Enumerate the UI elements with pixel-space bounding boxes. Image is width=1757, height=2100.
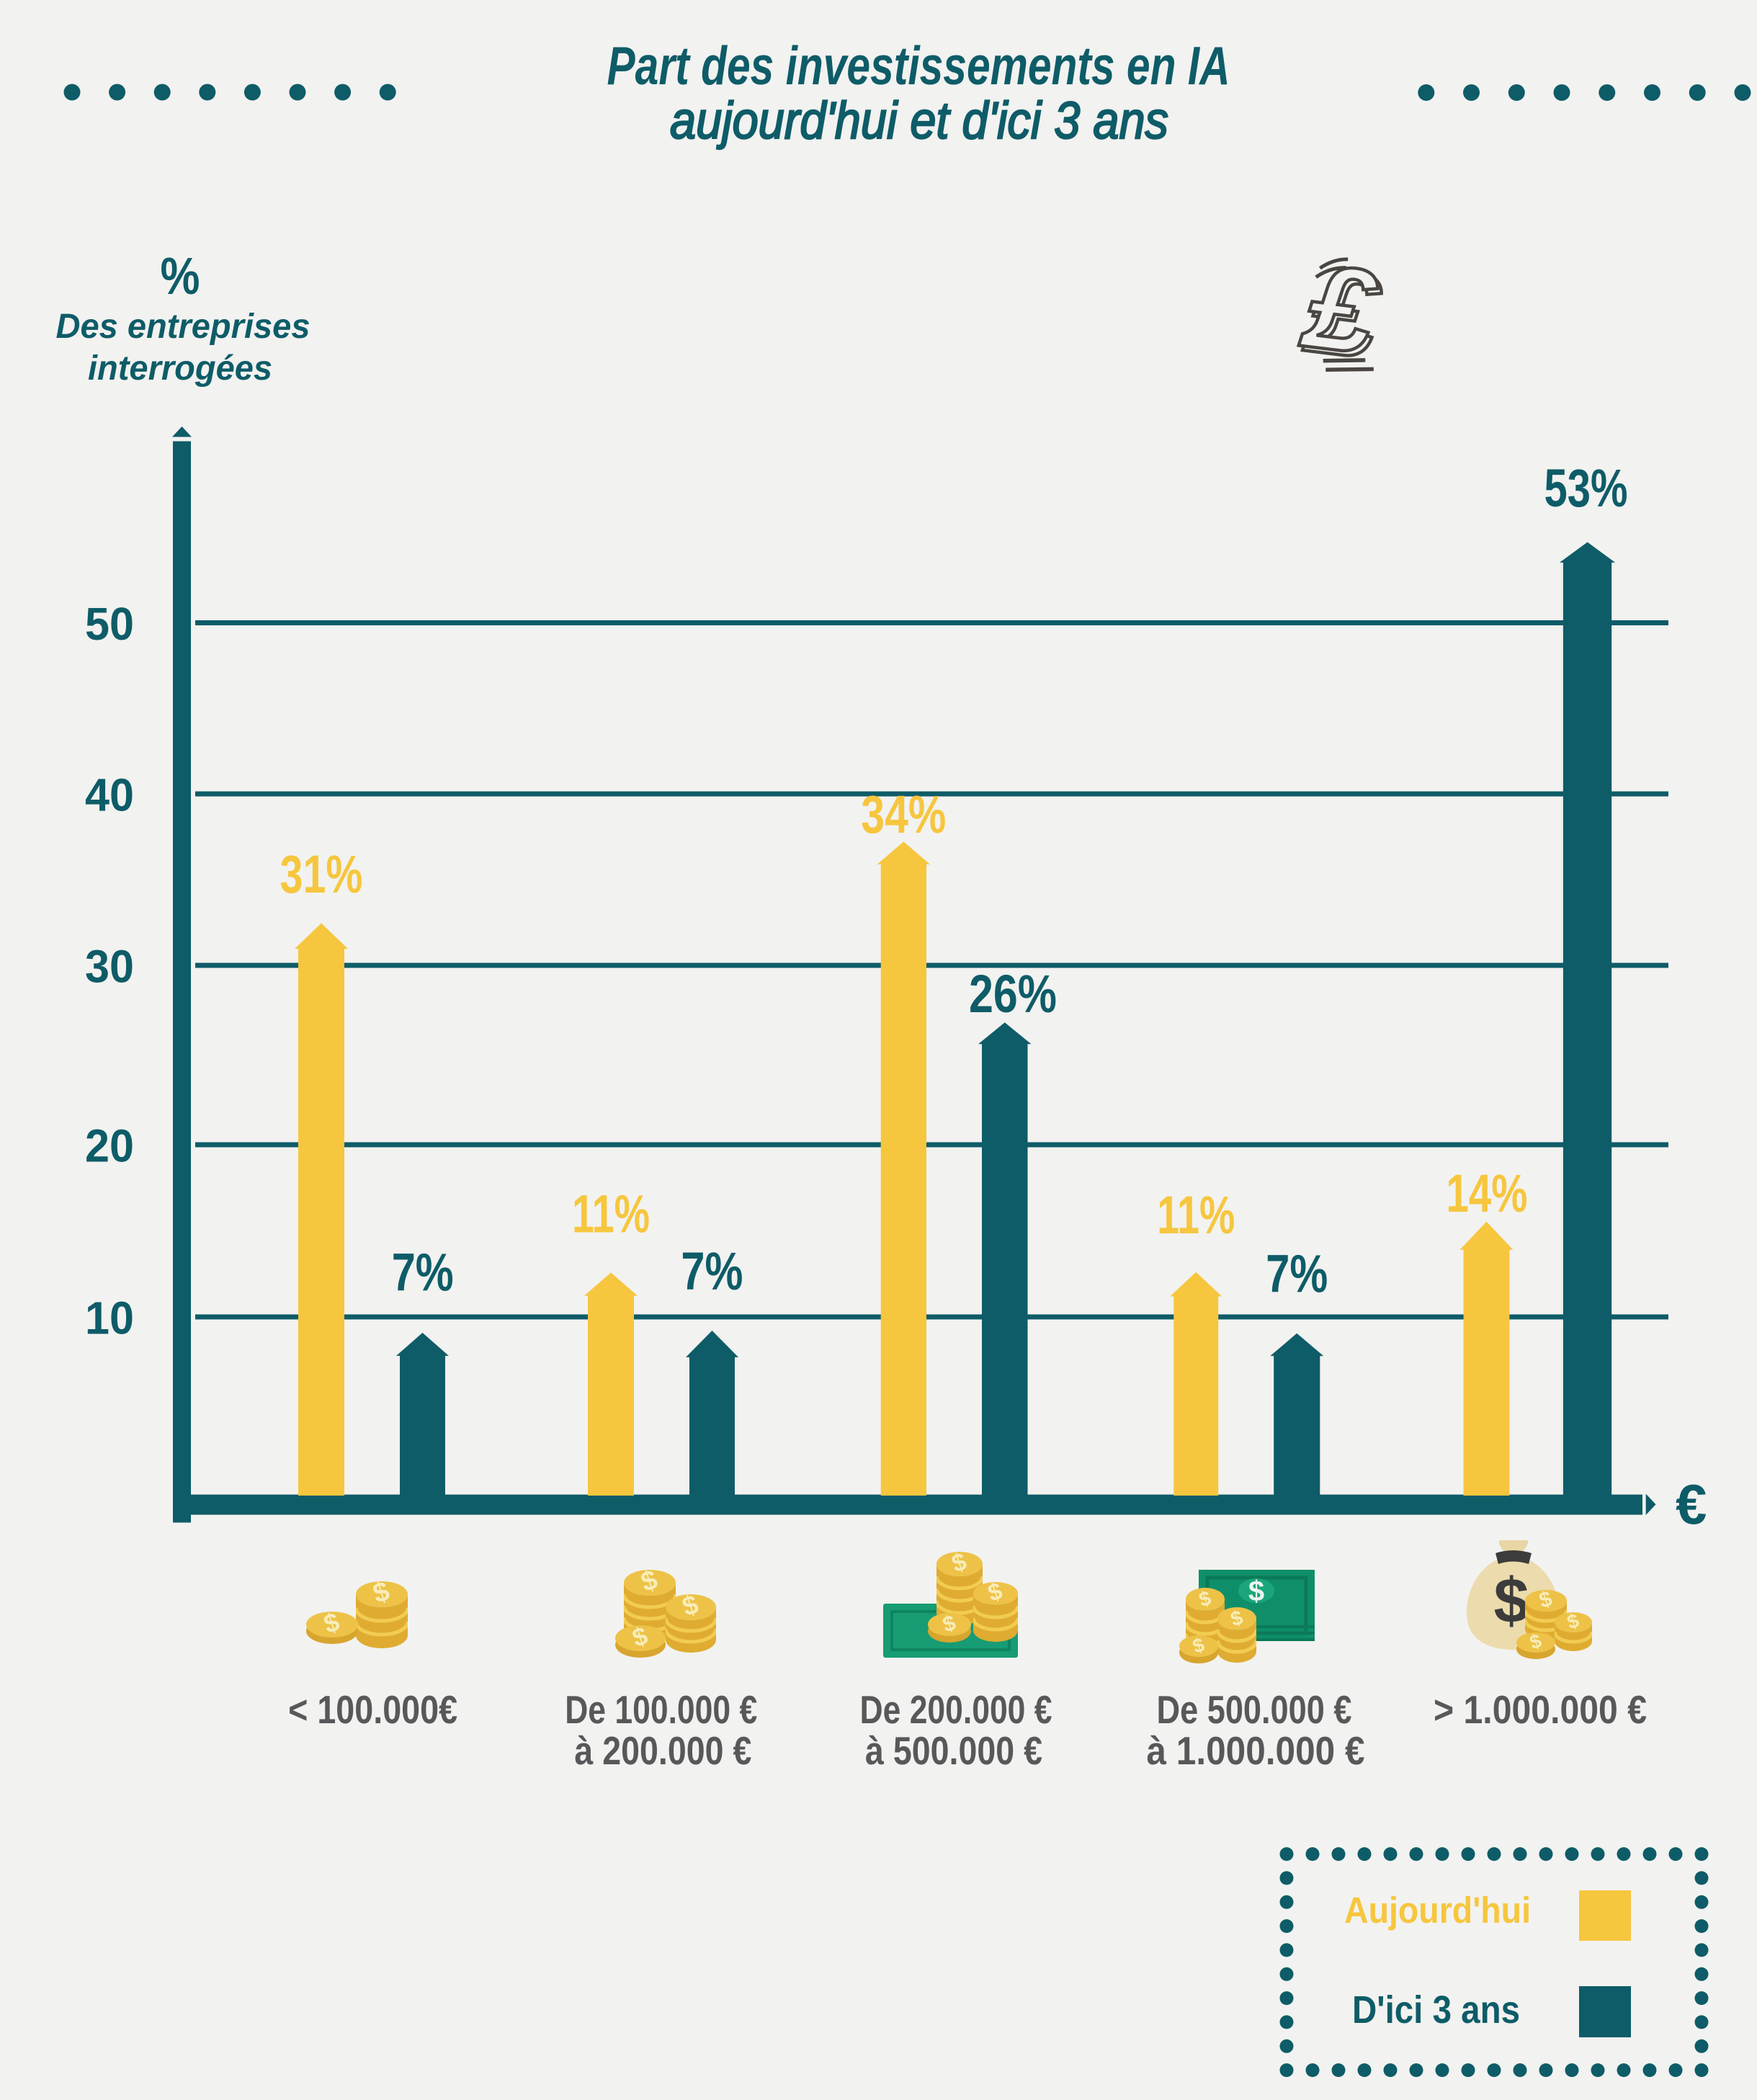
svg-text:$: $ <box>1494 1565 1529 1636</box>
svg-text:$: $ <box>1248 1576 1264 1607</box>
svg-text:Part des investissements en IA: Part des investissements en IA <box>607 35 1230 96</box>
svg-text:50: 50 <box>85 598 134 650</box>
svg-text:7%: 7% <box>392 1242 454 1302</box>
svg-text:> 1.000.000 €: > 1.000.000 € <box>1434 1687 1647 1732</box>
svg-text:< 100.000€: < 100.000€ <box>288 1687 457 1732</box>
svg-text:interrogées: interrogées <box>88 349 272 388</box>
svg-text:14%: 14% <box>1447 1163 1528 1223</box>
svg-text:€: € <box>1676 1473 1707 1536</box>
svg-text:11%: 11% <box>1157 1185 1235 1245</box>
svg-text:à 1.000.000 €: à 1.000.000 € <box>1147 1728 1365 1773</box>
svg-text:7%: 7% <box>681 1241 743 1301</box>
svg-text:Aujourd'hui: Aujourd'hui <box>1344 1890 1531 1931</box>
svg-text:Des entreprises: Des entreprises <box>56 308 310 346</box>
svg-text:34%: 34% <box>861 785 946 844</box>
svg-text:De 500.000 €: De 500.000 € <box>1157 1687 1352 1732</box>
svg-text:11%: 11% <box>572 1184 650 1244</box>
svg-text:7%: 7% <box>1266 1244 1328 1304</box>
svg-text:26%: 26% <box>969 964 1057 1024</box>
svg-text:10: 10 <box>85 1292 134 1344</box>
svg-text:%: % <box>161 248 200 305</box>
svg-text:53%: 53% <box>1544 458 1628 518</box>
svg-text:De 100.000 €: De 100.000 € <box>565 1687 757 1732</box>
svg-text:30: 30 <box>85 941 134 993</box>
svg-text:aujourd'hui et d'ici 3 ans: aujourd'hui et d'ici 3 ans <box>670 92 1168 150</box>
svg-text:D'ici 3 ans: D'ici 3 ans <box>1352 1988 1520 2032</box>
svg-text:à 500.000 €: à 500.000 € <box>865 1728 1042 1773</box>
svg-text:De 200.000 €: De 200.000 € <box>860 1687 1052 1732</box>
svg-text:40: 40 <box>85 769 134 821</box>
svg-text:20: 20 <box>85 1120 134 1172</box>
svg-text:31%: 31% <box>280 844 363 904</box>
svg-text:à 200.000 €: à 200.000 € <box>574 1728 751 1773</box>
